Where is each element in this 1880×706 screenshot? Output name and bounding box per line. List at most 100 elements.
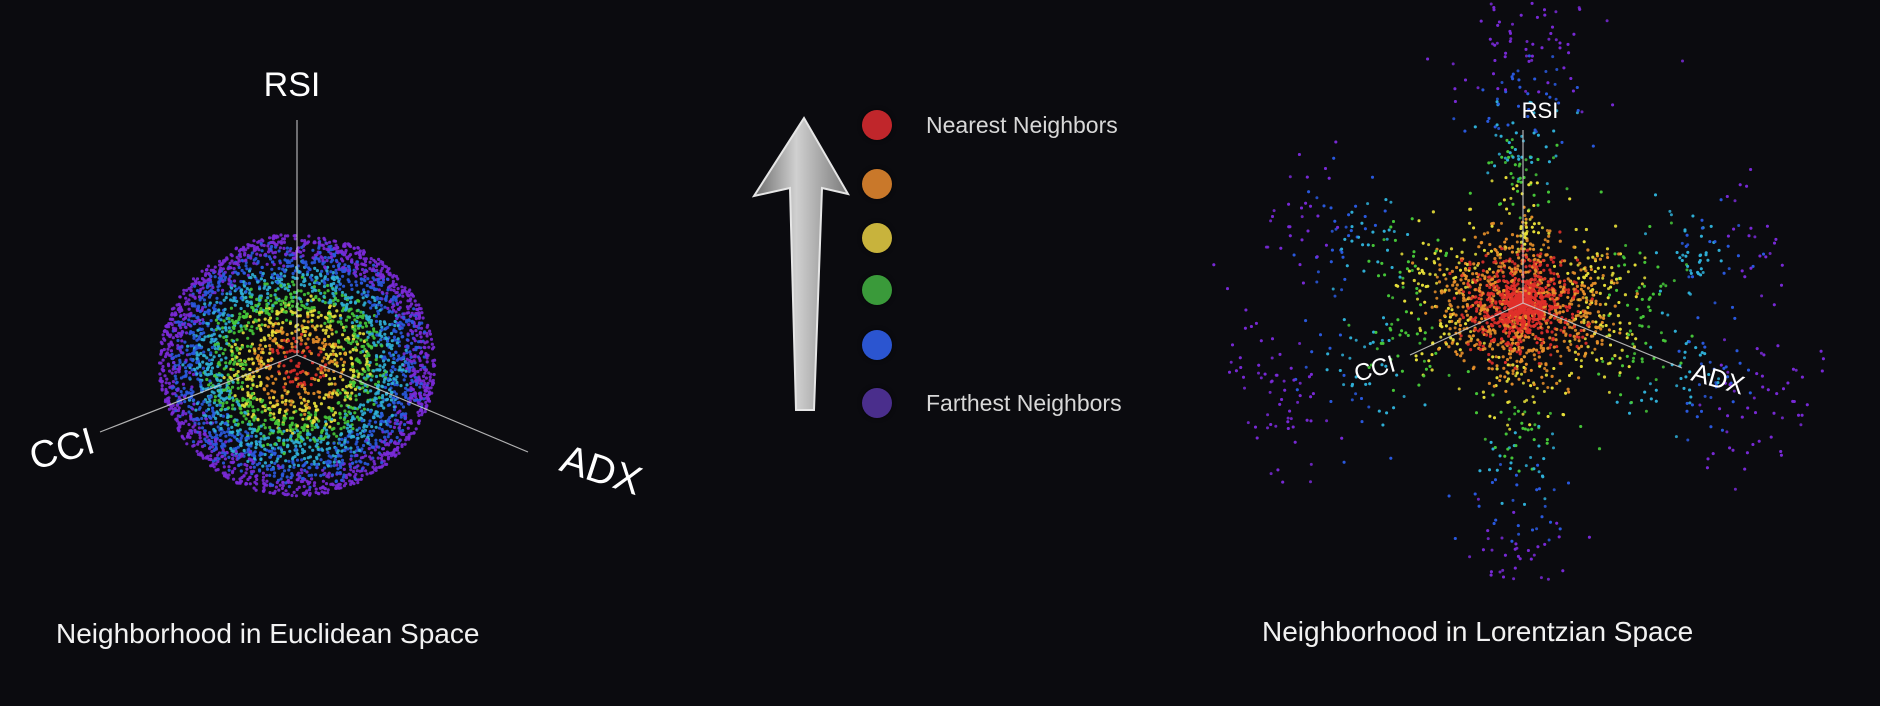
neighbor-point: [338, 391, 342, 395]
neighbor-point: [167, 407, 171, 411]
neighbor-point: [207, 278, 211, 282]
neighbor-point: [325, 269, 329, 273]
neighbor-point: [266, 325, 270, 329]
neighbor-point: [272, 262, 276, 267]
neighbor-point: [193, 319, 197, 324]
neighbor-point: [370, 425, 374, 429]
neighbor-point: [361, 325, 365, 329]
neighbor-point: [280, 448, 284, 452]
neighbor-point: [216, 468, 220, 472]
neighbor-point: [265, 288, 270, 292]
neighbor-point: [378, 320, 382, 324]
neighbor-point: [171, 410, 175, 414]
neighbor-point: [327, 368, 331, 373]
neighbor-point: [171, 317, 175, 321]
neighbor-point: [400, 326, 404, 330]
neighbor-point: [309, 376, 314, 381]
neighbor-point: [374, 358, 378, 362]
neighbor-point: [423, 346, 427, 350]
neighbor-point: [299, 300, 303, 304]
neighbor-point: [201, 306, 205, 310]
neighbor-point: [250, 251, 254, 255]
neighbor-point: [274, 296, 278, 300]
neighbor-point: [236, 271, 240, 276]
neighbor-point: [368, 280, 372, 284]
neighbor-point: [171, 336, 175, 340]
neighbor-point: [191, 425, 195, 429]
neighbor-point: [322, 337, 327, 341]
neighbor-point: [200, 402, 204, 406]
neighbor-point: [300, 458, 304, 462]
neighbor-point: [290, 331, 294, 335]
neighbor-point: [297, 361, 301, 365]
neighbor-point: [230, 425, 234, 429]
neighbor-point: [250, 430, 254, 435]
neighbor-point: [402, 355, 406, 359]
neighbor-point: [213, 303, 217, 307]
neighbor-point: [254, 434, 258, 438]
neighbor-point: [205, 377, 209, 382]
neighbor-point: [392, 328, 396, 332]
neighbor-point: [327, 361, 331, 365]
neighbor-point: [281, 472, 285, 476]
neighbor-point: [348, 350, 352, 354]
neighbor-point: [368, 455, 372, 459]
neighbor-point: [368, 360, 372, 365]
neighbor-point: [332, 464, 336, 468]
neighbor-point: [306, 320, 310, 324]
neighbor-point: [339, 454, 343, 458]
neighbor-point: [381, 262, 385, 266]
neighbor-point: [268, 463, 272, 468]
neighbor-point: [284, 252, 288, 256]
neighbor-point: [257, 347, 261, 351]
neighbor-point: [359, 256, 363, 260]
neighbor-point: [223, 307, 227, 311]
neighbor-point: [201, 360, 205, 364]
neighbor-point: [221, 401, 225, 405]
neighbor-point: [177, 395, 181, 399]
neighbor-point: [354, 453, 358, 457]
neighbor-point: [361, 332, 366, 336]
neighbor-point: [366, 290, 370, 294]
neighbor-point: [244, 482, 248, 486]
neighbor-point: [198, 321, 202, 326]
neighbor-point: [301, 329, 305, 334]
neighbor-point: [323, 321, 327, 325]
neighbor-point: [420, 311, 424, 315]
neighbor-point: [339, 375, 343, 379]
neighbor-point: [362, 250, 366, 254]
neighbor-point: [173, 409, 178, 413]
neighbor-point: [368, 429, 372, 434]
neighbor-point: [418, 378, 422, 382]
neighbor-point: [360, 292, 364, 296]
neighbor-point: [303, 239, 307, 243]
neighbor-point: [333, 457, 337, 461]
neighbor-point: [355, 415, 360, 419]
neighbor-point: [365, 317, 369, 321]
neighbor-point: [358, 405, 362, 409]
neighbor-point: [386, 358, 391, 362]
neighbor-point: [341, 325, 346, 329]
neighbor-point: [329, 352, 333, 356]
neighbor-point: [235, 338, 239, 342]
neighbor-point: [227, 427, 231, 431]
neighbor-point: [413, 299, 417, 303]
neighbor-point: [356, 298, 360, 303]
neighbor-point: [239, 296, 243, 300]
neighbor-point: [227, 282, 231, 286]
legend-item: Farthest Neighbors: [862, 385, 1122, 421]
neighbor-point: [246, 304, 250, 308]
neighbor-point: [284, 481, 288, 485]
neighbor-point: [273, 293, 277, 297]
neighbor-point: [339, 427, 343, 431]
neighbor-point: [290, 493, 294, 498]
neighbor-point: [213, 275, 217, 279]
neighbor-point: [291, 256, 295, 260]
neighbor-point: [200, 277, 205, 281]
neighbor-point: [265, 464, 269, 468]
neighbor-point: [168, 317, 172, 321]
neighbor-point: [361, 443, 366, 448]
neighbor-point: [276, 275, 281, 279]
neighbor-point: [426, 397, 430, 401]
neighbor-point: [283, 274, 287, 278]
